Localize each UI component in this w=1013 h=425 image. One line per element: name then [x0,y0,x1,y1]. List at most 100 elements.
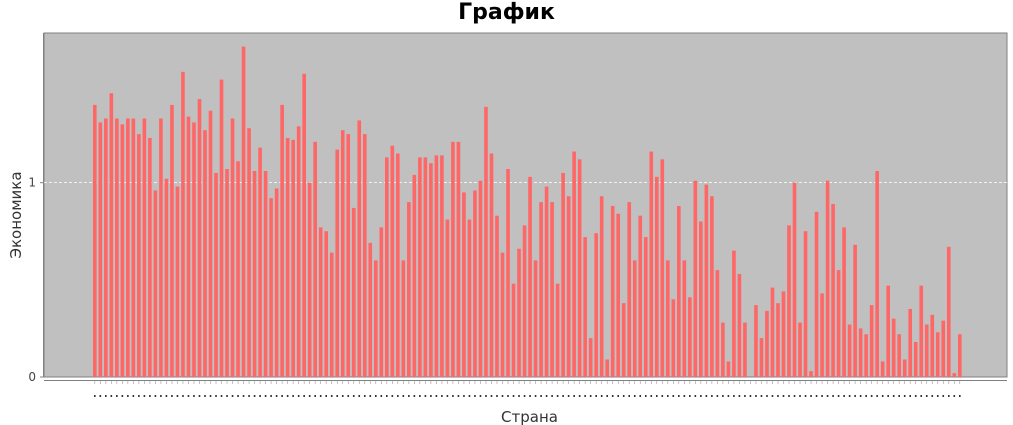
bar [935,332,940,377]
x-tick-label [314,395,316,397]
bar [423,157,428,377]
bar [533,260,538,377]
bar [853,244,857,377]
bar [324,231,329,377]
x-tick-label [165,395,168,397]
bar [638,215,643,377]
x-tick-label [611,395,614,397]
x-tick-label [832,395,834,397]
x-tick-label [308,395,311,397]
x-tick-label [925,395,928,397]
x-tick-label [242,395,245,397]
x-tick-label [678,395,680,397]
x-tick-label [826,395,829,397]
x-tick-label [859,395,862,397]
axes: 01 [28,33,1007,397]
bar [726,361,731,377]
bar [340,130,345,377]
bar [610,205,615,377]
x-tick-label [655,395,658,397]
x-tick-label [303,395,305,397]
bar [561,172,565,377]
bar [170,104,174,377]
bar [346,134,351,377]
x-tick-label [132,395,135,397]
x-tick-label [650,395,653,397]
bar [307,182,312,377]
x-tick-label [600,395,603,397]
bar [390,145,395,377]
bar [164,178,169,377]
x-tick-label [286,395,289,397]
x-tick-label [452,395,454,397]
bar [379,227,384,377]
x-tick-label [352,395,355,397]
x-tick-label [121,395,124,397]
x-tick-label [490,395,493,397]
bar [473,190,477,377]
bar [462,192,466,377]
bar [550,202,554,377]
bar [847,324,852,377]
bar [401,260,406,377]
bar [197,99,202,377]
bar [952,373,957,377]
bar [776,303,780,377]
bar [214,172,218,377]
x-tick-label [215,395,217,397]
bar [616,213,621,377]
bar [880,361,885,377]
bar [528,176,532,377]
bar [203,130,207,377]
x-tick-label [391,395,394,397]
bar [555,283,560,377]
bar [230,118,235,377]
x-tick-label [810,395,812,397]
x-tick-label [479,395,482,397]
bar [373,260,378,377]
bar [159,118,163,377]
x-tick-label [722,395,724,397]
bar [434,155,439,377]
x-tick-label [187,395,190,397]
bar [787,225,791,377]
x-tick-label [248,395,250,397]
bars [93,46,962,378]
bar [665,260,670,377]
bar [836,270,841,377]
bar [886,285,890,377]
x-tick-label [683,395,686,397]
bar [407,202,411,377]
bar [566,196,571,377]
bar [192,122,196,378]
x-tick-label [716,395,719,397]
x-tick-label [99,395,102,397]
bar [864,334,868,377]
bar [737,273,742,377]
x-tick-label [545,395,548,397]
x-tick-label [275,395,278,397]
x-tick-label [341,395,344,397]
x-tick-label [892,395,895,397]
x-tick-label [551,395,553,397]
bar [429,163,433,377]
bar [368,242,373,377]
bar [511,283,516,377]
bar [588,338,593,377]
bar [594,233,598,377]
x-tick-label [727,395,730,397]
bar [495,215,499,377]
bar [902,359,907,377]
bar [710,196,714,377]
bar [809,371,813,377]
x-tick-label [386,395,388,397]
x-tick-label [749,395,752,397]
bar [137,134,141,377]
x-tick-label [799,395,801,397]
bar [605,359,609,377]
x-tick-label [198,395,201,397]
bar [643,237,648,377]
bar [660,159,665,377]
x-tick-label [633,395,636,397]
bar [688,297,692,377]
